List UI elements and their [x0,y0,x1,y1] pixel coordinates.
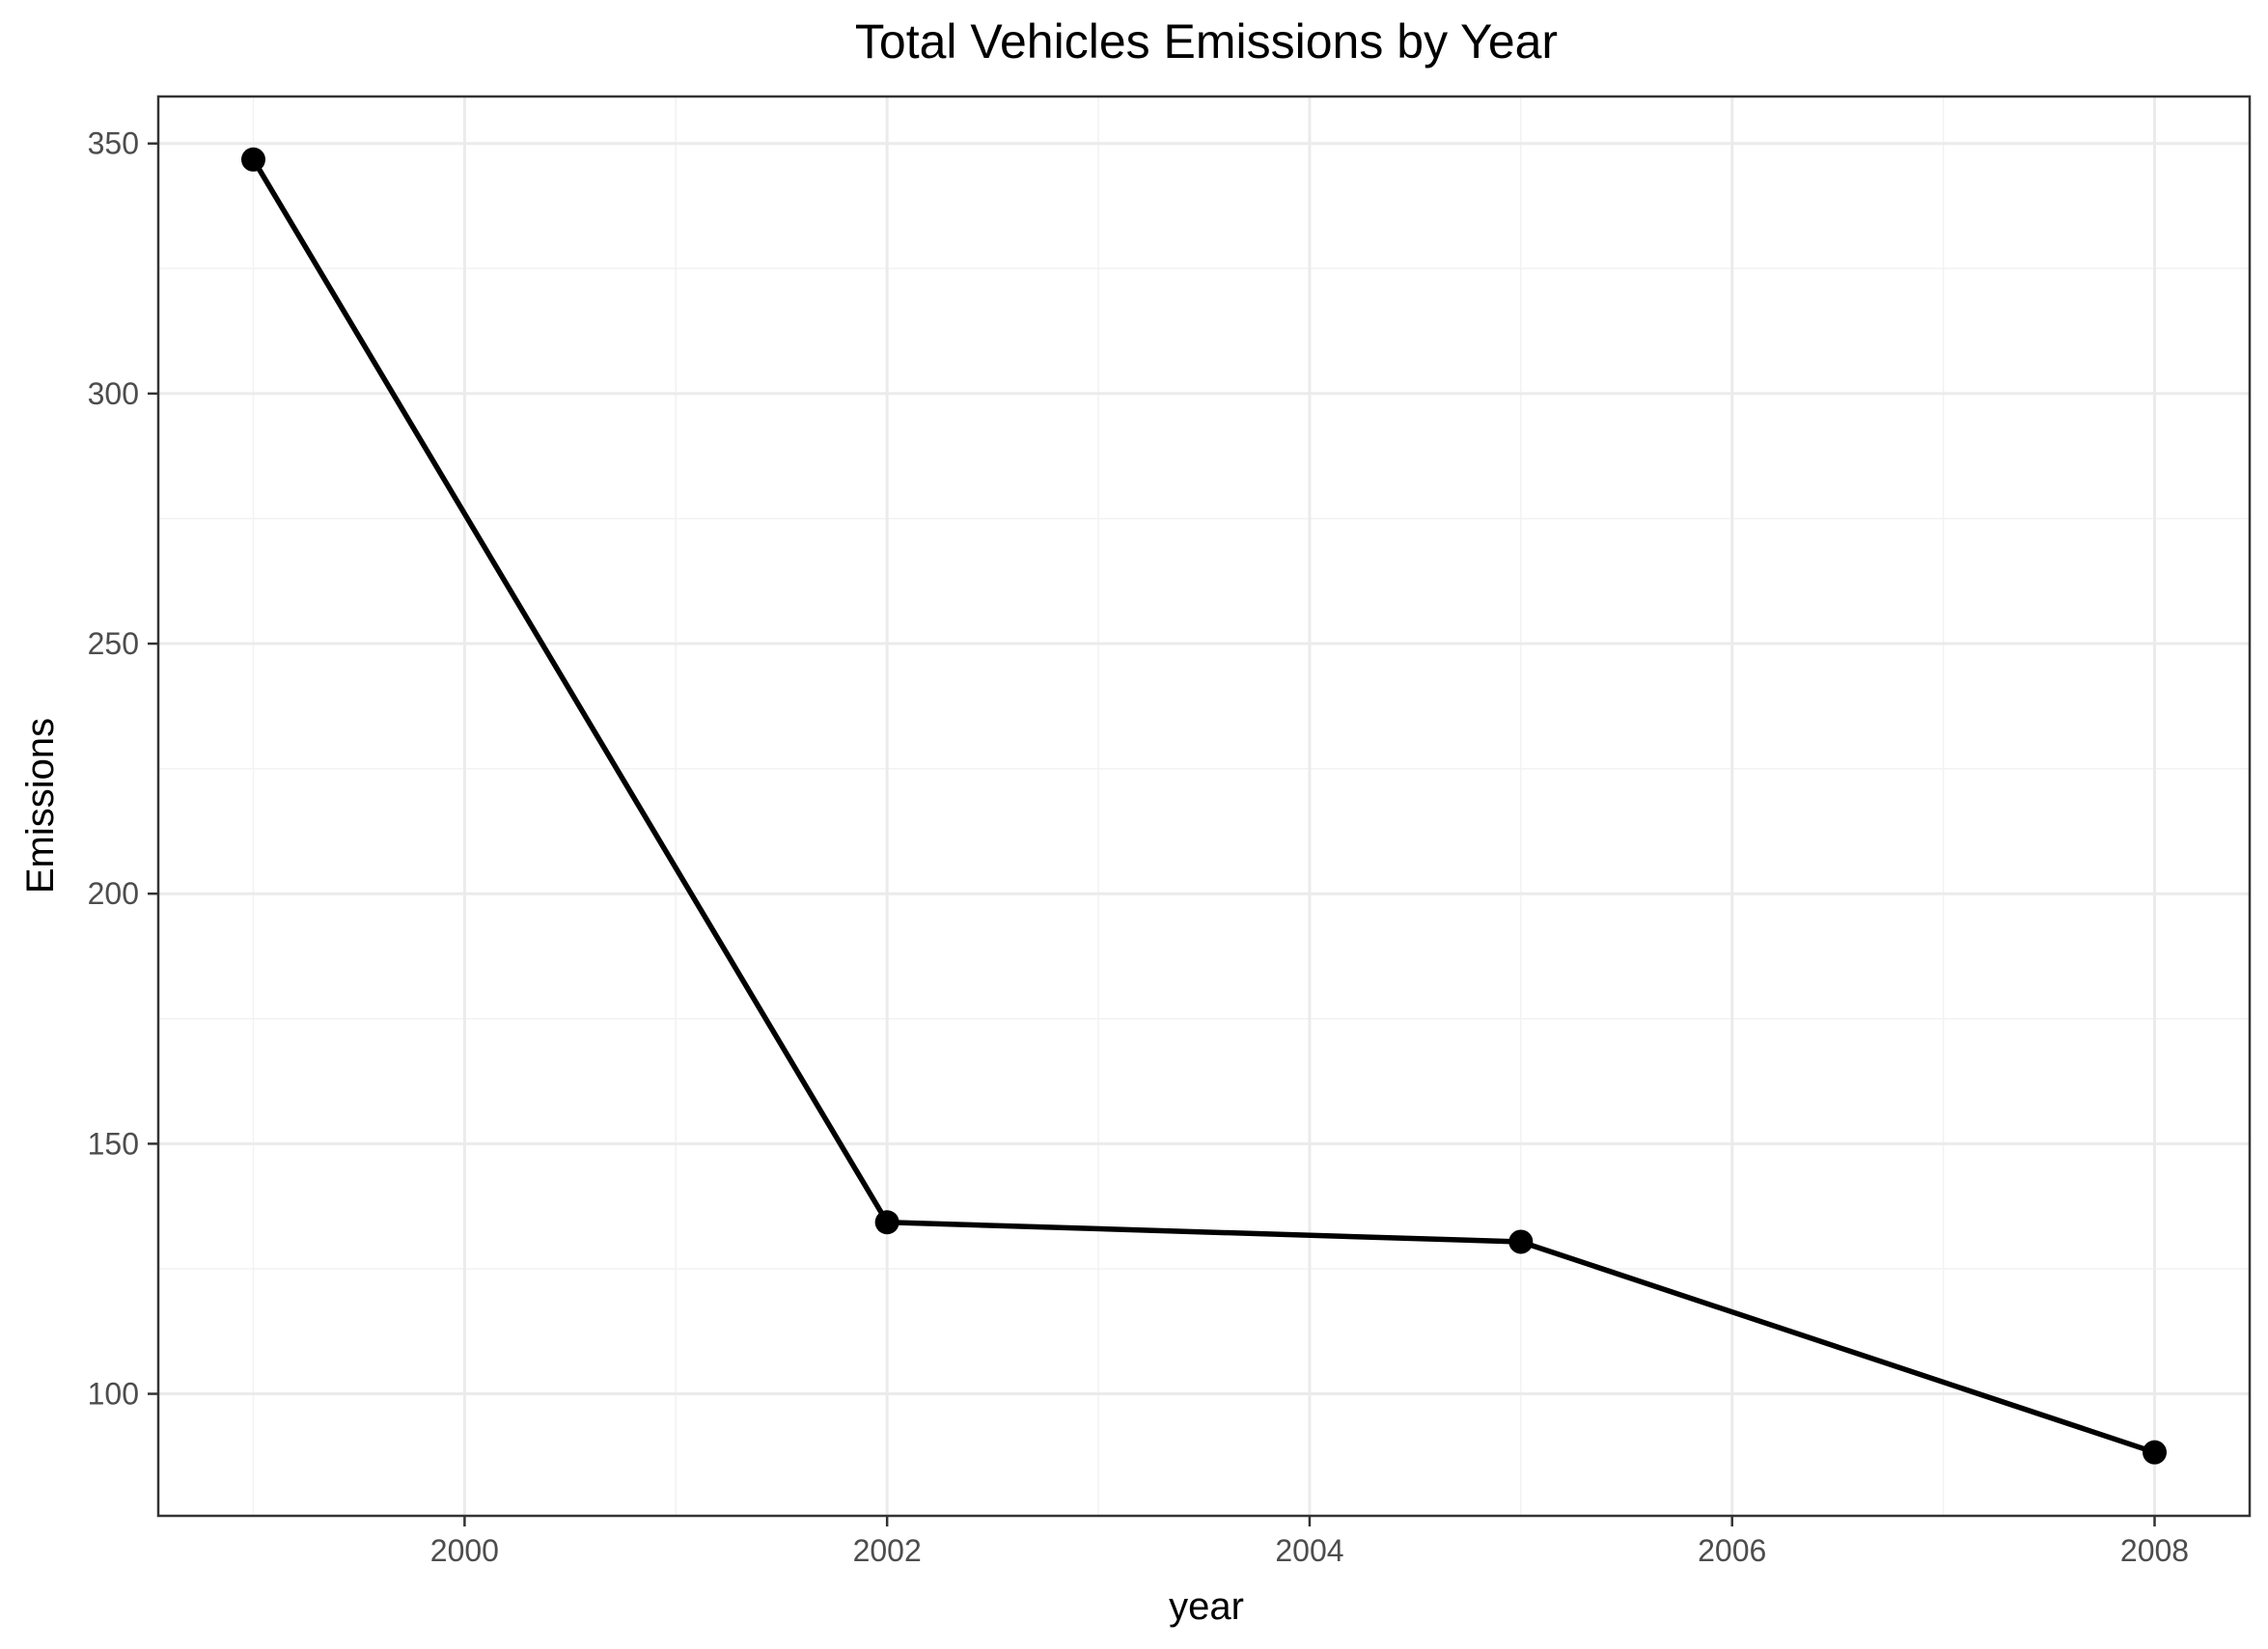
data-point [241,147,265,172]
data-point [1508,1229,1534,1254]
x-tick-label: 2004 [1275,1533,1343,1568]
x-axis-label: year [1169,1585,1244,1628]
y-tick-label: 350 [88,126,139,161]
minor-gridlines [158,96,2250,1516]
data-series [241,147,2167,1465]
x-tick-label: 2002 [853,1533,922,1568]
x-tick-label: 2000 [430,1533,499,1568]
y-tick-label: 150 [88,1126,139,1161]
data-point [874,1210,899,1235]
x-axis: 2000 2002 2004 2006 2008 [430,1516,2189,1568]
y-tick-label: 200 [88,876,139,911]
plot-panel-border [156,95,2252,1518]
x-tick-label: 2008 [2120,1533,2189,1568]
data-point [2143,1440,2167,1465]
y-axis: 100 150 200 250 300 350 [88,126,158,1412]
y-tick-label: 250 [88,626,139,661]
major-gridlines [158,96,2250,1516]
y-tick-label: 100 [88,1377,139,1412]
series-line [251,157,2156,1455]
y-tick-label: 300 [88,376,139,411]
x-tick-label: 2006 [1698,1533,1766,1568]
y-axis-label: Emissions [19,718,62,893]
plot-panel [158,96,2250,1516]
chart-title: Total Vehicles Emissions by Year [855,14,1558,69]
